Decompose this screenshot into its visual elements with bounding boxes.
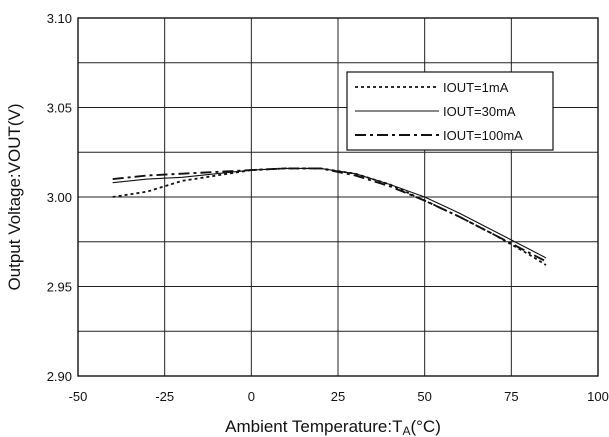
series-lines — [112, 167, 547, 266]
legend-label: IOUT=100mA — [443, 128, 523, 143]
y-tick-labels: 2.90 2.95 3.00 3.05 3.10 — [47, 11, 72, 384]
x-tick-label: 75 — [504, 389, 518, 404]
y-tick-label: 3.00 — [47, 190, 72, 205]
y-tick-label: 3.05 — [47, 101, 72, 116]
x-tick-label: 25 — [331, 389, 345, 404]
plot-frame — [77, 17, 599, 377]
y-tick-label: 2.90 — [47, 369, 72, 384]
series-line-iout-1ma — [112, 167, 547, 266]
x-tick-label: 50 — [417, 389, 431, 404]
y-tick-label: 3.10 — [47, 11, 72, 26]
x-tick-label: 100 — [587, 389, 609, 404]
x-tick-label: -25 — [155, 389, 174, 404]
x-axis-title: Ambient Temperature:TA(°C) — [225, 417, 441, 437]
x-tick-label: -50 — [69, 389, 88, 404]
legend-label: IOUT=30mA — [443, 104, 516, 119]
x-tick-label: 0 — [248, 389, 255, 404]
series-line-iout-100ma — [112, 167, 547, 263]
x-tick-labels: -50 -25 0 25 50 75 100 — [69, 389, 609, 404]
y-axis-title: Output Voltage:VOUT(V) — [5, 103, 24, 290]
y-tick-label: 2.95 — [47, 280, 72, 295]
legend: IOUT=1mA IOUT=30mA IOUT=100mA — [346, 71, 554, 151]
legend-label: IOUT=1mA — [443, 80, 509, 95]
